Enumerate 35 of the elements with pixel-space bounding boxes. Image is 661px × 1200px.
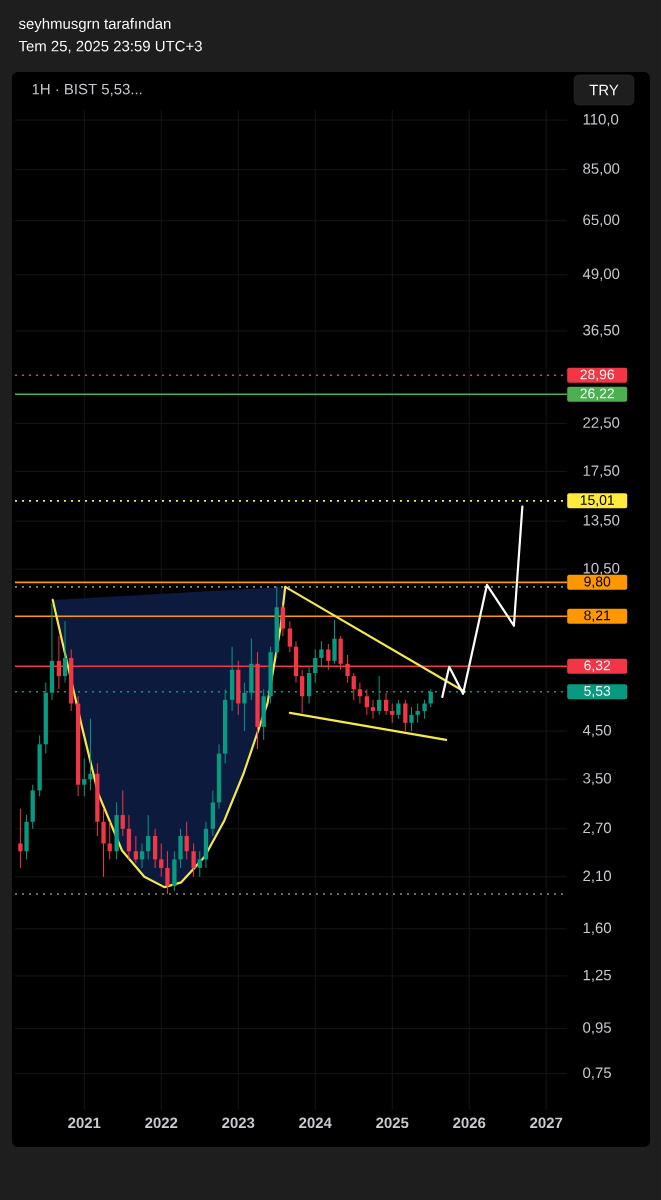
x-tick-label: 2025 <box>376 1117 409 1129</box>
ref-line-label: 26,22 <box>580 388 614 400</box>
x-tick-label: 2027 <box>530 1117 563 1129</box>
text: TRY <box>589 84 619 96</box>
ref-line-label: 8,21 <box>584 610 611 622</box>
ref-line-label: 9,80 <box>584 576 611 589</box>
text: Tem 25, 2025 23:59 UTC+3 <box>18 40 202 54</box>
ref-line-label: 15,01 <box>580 495 614 507</box>
x-tick-label: 2022 <box>145 1117 178 1129</box>
y-tick-label: 65,00 <box>583 214 620 227</box>
y-tick-label: 1,25 <box>583 969 611 983</box>
y-tick-label: 0,75 <box>583 1067 611 1080</box>
x-tick-label: 2024 <box>299 1117 332 1129</box>
y-tick-label: 17,50 <box>583 465 620 478</box>
x-tick-label: 2026 <box>453 1117 486 1129</box>
text: seyhmusgrn tarafından <box>18 18 171 32</box>
y-tick-label: 22,50 <box>583 417 620 430</box>
y-tick-label: 10,50 <box>583 562 620 576</box>
y-tick-label: 3,50 <box>583 772 612 786</box>
y-tick-label: 13,50 <box>583 514 620 528</box>
y-tick-label: 2,10 <box>583 870 612 883</box>
y-tick-label: 110,0 <box>583 113 619 127</box>
y-tick-label: 4,50 <box>582 724 612 738</box>
y-tick-label: 85,00 <box>583 163 620 176</box>
ref-line-label: 5,53 <box>584 685 611 698</box>
y-tick-label: 49,00 <box>582 268 620 281</box>
y-tick-label: 2,70 <box>583 822 612 835</box>
ref-line-label: 6,32 <box>584 660 611 672</box>
y-tick-label: 0,95 <box>583 1022 611 1035</box>
x-tick-label: 2021 <box>68 1117 101 1129</box>
y-tick-label: 36,50 <box>583 324 620 338</box>
ref-line-label: 28,96 <box>580 369 615 381</box>
chart-title: 1H · BIST 5,53... <box>32 83 142 97</box>
y-tick-label: 1,60 <box>583 922 612 935</box>
x-tick-label: 2023 <box>222 1117 255 1129</box>
